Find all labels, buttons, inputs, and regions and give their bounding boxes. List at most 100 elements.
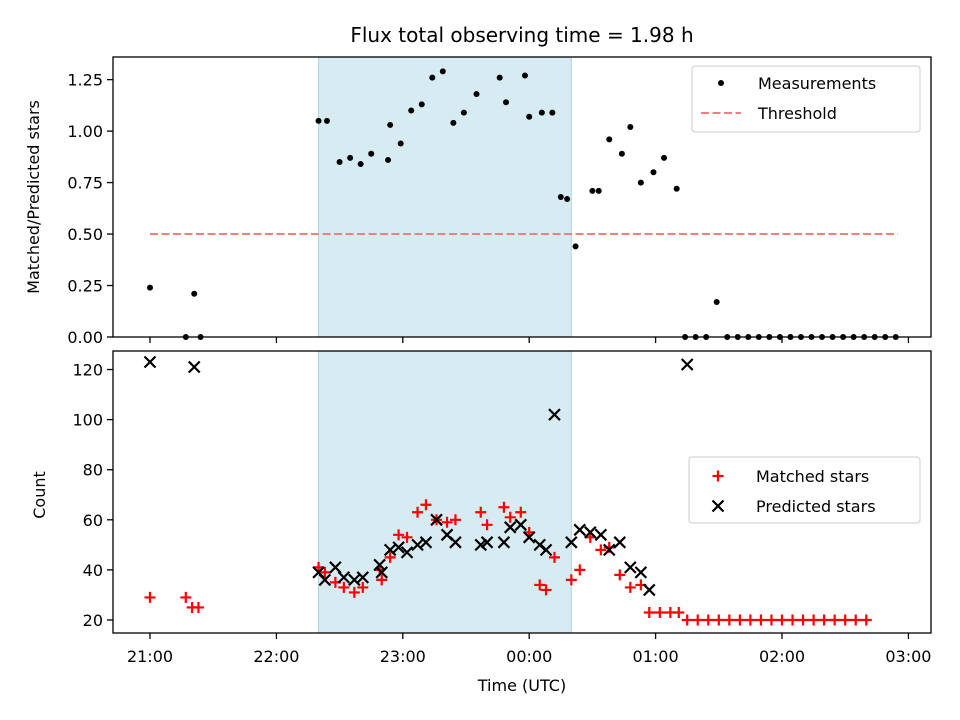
measurement-point [191, 290, 198, 297]
measurement-point [589, 187, 596, 194]
matched-star-point [401, 531, 413, 543]
matched-star-point [548, 551, 560, 563]
matched-star-point [692, 614, 704, 626]
measurement-point [595, 187, 602, 194]
matched-star-point [144, 591, 156, 603]
chart-title: Flux total observing time = 1.98 h [350, 23, 693, 47]
measurement-point [503, 99, 510, 106]
legend-box [688, 456, 921, 524]
x-tick-label: 01:00 [633, 647, 679, 666]
measurement-point [336, 159, 343, 165]
predicted-star-point [373, 558, 386, 572]
y-tick-label: 120 [72, 361, 103, 380]
predicted-star-point [602, 543, 616, 557]
predicted-star-point [187, 360, 201, 374]
predicted-star-point [143, 355, 157, 369]
y-tick-label: 0.50 [67, 225, 103, 244]
matched-star-point [449, 514, 461, 526]
x-tick-label: 22:00 [253, 647, 299, 666]
legend-label-threshold: Threshold [757, 104, 837, 123]
count-axes-frame [112, 350, 932, 634]
matched-star-point [787, 614, 799, 626]
legend-marker-predicted [711, 499, 725, 513]
matched-star-point [654, 606, 666, 618]
matched-star-point [180, 591, 192, 603]
predicted-star-point [522, 531, 536, 544]
y-tick-label: 60 [83, 511, 103, 530]
matched-star-point [393, 529, 405, 541]
matched-star-point [412, 506, 424, 518]
matched-star-point [713, 614, 725, 626]
measurement-point [521, 72, 528, 79]
observing-span [318, 351, 572, 633]
matched-star-point [319, 566, 331, 578]
measurement-point [347, 154, 354, 161]
measurement-point [564, 196, 571, 203]
matched-star-point [723, 614, 735, 626]
predicted-star-point [400, 546, 414, 559]
matched-star-point [681, 614, 693, 626]
y-tick-label: 0.00 [67, 328, 103, 347]
ratio-legend: Measurements Threshold [691, 65, 921, 133]
predicted-star-point [392, 541, 405, 554]
predicted-star-point [539, 543, 553, 557]
predicted-star-point [497, 536, 511, 549]
measurement-point [323, 117, 330, 124]
measurement-point [618, 150, 625, 157]
matched-star-point [595, 544, 607, 556]
y-tick-label: 40 [83, 561, 103, 580]
measurement-point [368, 150, 375, 157]
measurement-point [572, 243, 579, 250]
predicted-star-point [643, 583, 656, 597]
y-axis-label-count: Count [30, 471, 49, 519]
matched-star-point [192, 601, 204, 613]
y-tick-label: 20 [83, 611, 103, 630]
measurement-point [538, 109, 545, 116]
predicted-star-point [548, 408, 561, 421]
predicted-star-point [634, 566, 648, 579]
measurement-point [650, 169, 657, 176]
measurement-point [637, 179, 644, 186]
x-tick-label: 00:00 [506, 647, 552, 666]
matched-star-point [420, 499, 432, 511]
predicted-star-point [337, 571, 351, 584]
measurement-point [460, 109, 467, 116]
measurement-point [673, 185, 680, 192]
predicted-star-point [430, 513, 443, 527]
measurement-point [315, 117, 322, 124]
legend-marker-matched [712, 470, 724, 482]
matched-star-point [860, 614, 872, 626]
measurement-point [408, 107, 415, 114]
matched-star-point [829, 614, 841, 626]
matched-star-point [565, 574, 577, 586]
observing-span [318, 57, 572, 337]
measurement-point [450, 119, 457, 126]
matched-star-point [808, 614, 820, 626]
matched-star-point [702, 614, 714, 626]
predicted-star-point [573, 523, 587, 537]
predicted-star-point [503, 521, 517, 534]
matched-star-point [744, 614, 756, 626]
predicted-star-point [329, 561, 342, 574]
measurement-point [147, 284, 153, 291]
predicted-star-point [449, 536, 462, 549]
matched-star-point [357, 581, 369, 593]
predicted-star-point [680, 358, 694, 371]
y-tick-label: 100 [72, 411, 103, 430]
predicted-star-point [514, 518, 528, 532]
measurement-point [713, 299, 720, 305]
predicted-star-point [419, 536, 433, 549]
y-tick-label: 80 [83, 461, 103, 480]
ratio-axes-frame [112, 56, 932, 338]
measurement-point [387, 121, 394, 128]
predicted-star-point [375, 566, 389, 579]
matched-star-point [534, 579, 546, 591]
y-tick-label: 0.75 [67, 174, 103, 193]
measurement-point [397, 140, 404, 147]
matched-star-point [475, 506, 487, 518]
legend-label-matched: Matched stars [756, 467, 869, 486]
count-panel: 20 40 60 80 100 120 21:00 22:00 23:00 00:00 01:00 0… [72, 350, 932, 666]
measurement-point [473, 91, 480, 98]
matched-star-point [624, 581, 636, 593]
y-tick-label: 1.00 [67, 122, 103, 141]
